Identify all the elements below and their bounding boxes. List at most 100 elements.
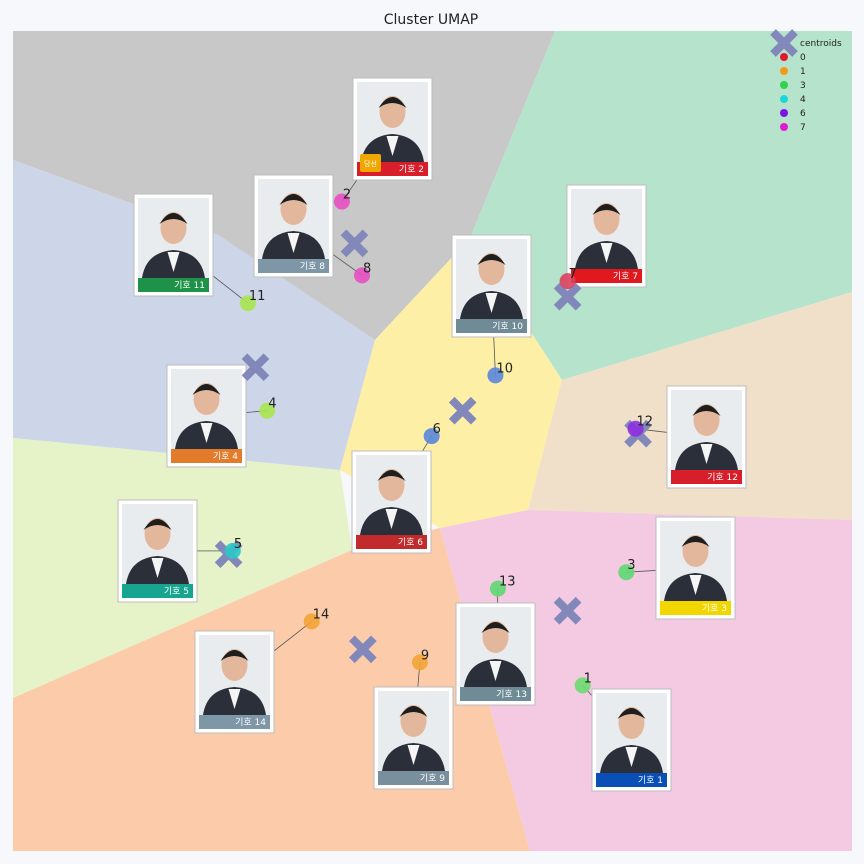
card-number-label: 기호 2 (399, 164, 424, 175)
legend-swatch-4 (780, 95, 788, 103)
portrait-shirt (407, 745, 420, 765)
portrait-shirt (625, 747, 638, 767)
legend-label-3: 3 (800, 81, 806, 91)
legend-centroid-marker (770, 29, 798, 57)
point-13 (489, 580, 506, 597)
portrait-shirt (385, 509, 398, 529)
legend: centroids 0 1 3 4 6 7 (770, 29, 842, 133)
card-number-label: 기호 1 (638, 775, 663, 786)
party-band (258, 259, 329, 273)
legend-swatch-7 (780, 123, 788, 131)
photo-card-13: 기호 13 (455, 602, 536, 706)
party-band (660, 601, 731, 615)
party-band (456, 319, 527, 333)
region-blue (13, 160, 375, 470)
legend-swatch-3 (780, 81, 788, 89)
portrait-shirt (689, 575, 702, 595)
point-1 (574, 677, 591, 694)
point-label-8: 8 (363, 261, 371, 276)
photo-card-4: 기호 4 (166, 364, 247, 468)
centroid-marker (553, 596, 582, 625)
photo-card-9: 기호 9 (373, 686, 454, 790)
photo-card-1: 기호 1 (591, 688, 672, 792)
portrait-shirt (600, 243, 613, 263)
elected-badge-label: 당선 (364, 159, 377, 168)
card-number-label: 기호 13 (496, 689, 527, 700)
chart-title: Cluster UMAP (384, 12, 479, 28)
photo-card-12: 기호 12 (666, 385, 747, 489)
point-10 (487, 367, 504, 384)
point-8 (354, 267, 371, 284)
portrait-hair (399, 706, 428, 717)
point-label-7: 7 (569, 267, 577, 282)
card-number-label: 기호 9 (420, 773, 445, 784)
photo-card-7: 기호 7 (566, 184, 647, 288)
portrait-hair (477, 254, 506, 265)
legend-entries: 0 1 3 4 6 7 (780, 53, 806, 133)
centroid-marker (349, 635, 377, 664)
point-label-13: 13 (499, 575, 516, 590)
portrait-hair (378, 97, 407, 108)
centroid-marker (448, 396, 477, 425)
portrait-hair (681, 536, 710, 547)
point-2 (333, 193, 350, 210)
portrait-shirt (200, 423, 213, 443)
card-number-label: 기호 5 (164, 586, 189, 597)
party-band (596, 773, 667, 787)
photo-card-8: 기호 8 (253, 174, 334, 278)
point-4 (259, 402, 276, 419)
photo-card-2: 기호 2 당선 (352, 77, 433, 181)
party-band (138, 278, 209, 292)
portrait-hair (159, 213, 188, 224)
legend-label-4: 4 (800, 95, 806, 105)
elected-badge (360, 154, 381, 172)
point-label-12: 12 (637, 415, 654, 430)
party-band (199, 715, 270, 729)
portrait-shirt (287, 233, 300, 253)
portrait-shirt (151, 558, 164, 578)
centroid-marker (241, 353, 270, 382)
party-band (571, 269, 642, 283)
legend-swatch-6 (780, 109, 788, 117)
point-7 (559, 273, 576, 290)
portrait-shirt (167, 252, 180, 272)
portrait-hair (481, 622, 510, 633)
photo-card-5: 기호 5 (117, 499, 198, 603)
point-6 (423, 428, 440, 445)
photo-card-6: 기호 6 (351, 450, 432, 554)
legend-label-6: 6 (800, 109, 806, 119)
card-number-label: 기호 7 (613, 271, 638, 282)
party-band (671, 470, 742, 484)
portrait-hair (143, 519, 172, 530)
legend-swatch-1 (780, 67, 788, 75)
card-number-label: 기호 10 (492, 321, 523, 332)
portrait-shirt (485, 293, 498, 313)
card-number-label: 기호 3 (702, 603, 727, 614)
point-14 (303, 613, 320, 630)
photo-card-10: 기호 10 (451, 234, 532, 338)
legend-label-0: 0 (800, 53, 806, 63)
point-label-14: 14 (313, 607, 330, 622)
portrait-hair (617, 708, 646, 719)
point-label-10: 10 (496, 361, 513, 376)
portrait-shirt (489, 661, 502, 681)
portrait-hair (377, 470, 406, 481)
point-label-6: 6 (433, 422, 441, 437)
party-band (356, 535, 427, 549)
portrait-hair (220, 650, 249, 661)
card-number-label: 기호 14 (235, 717, 266, 728)
centroid-marker (553, 282, 582, 311)
photo-card-14: 기호 14 (194, 630, 275, 734)
portrait-shirt (228, 689, 241, 709)
legend-centroids-label: centroids (800, 39, 842, 49)
point-label-2: 2 (343, 188, 351, 203)
point-9 (411, 654, 428, 671)
point-label-3: 3 (627, 558, 635, 573)
card-number-label: 기호 6 (398, 537, 423, 548)
party-band (378, 771, 449, 785)
portrait-hair (592, 204, 621, 215)
point-label-1: 1 (584, 671, 592, 686)
card-number-label: 기호 8 (300, 261, 325, 272)
